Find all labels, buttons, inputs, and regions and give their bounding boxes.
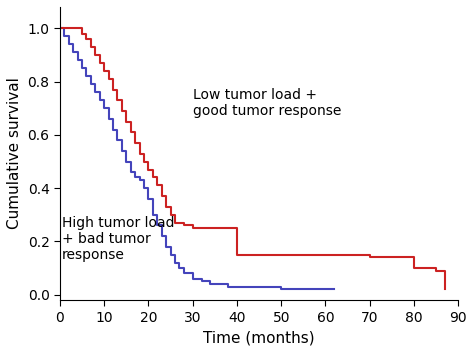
Text: High tumor load
+ bad tumor
response: High tumor load + bad tumor response [62, 215, 174, 262]
Y-axis label: Cumulative survival: Cumulative survival [7, 77, 22, 230]
X-axis label: Time (months): Time (months) [203, 330, 315, 345]
Text: Low tumor load +
good tumor response: Low tumor load + good tumor response [193, 88, 341, 118]
